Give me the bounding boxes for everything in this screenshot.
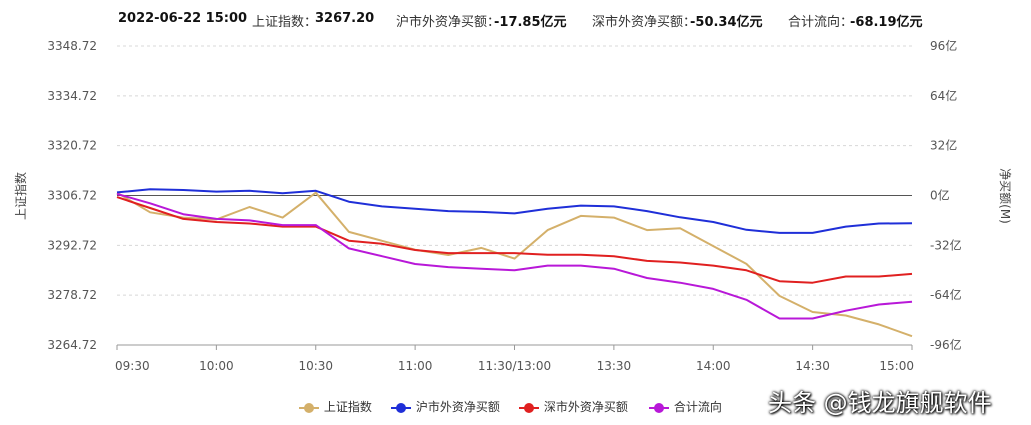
y-left-tick-label: 3278.72: [47, 288, 97, 302]
x-tick-label: 14:30: [795, 359, 830, 373]
sse-index-label: 上证指数：: [252, 15, 318, 30]
legend-label: 合计流向: [673, 400, 722, 414]
y-left-tick-label: 3334.72: [47, 89, 97, 103]
legend-label: 上证指数: [323, 400, 372, 414]
sh-net-buy-value: -17.85亿元: [494, 15, 567, 30]
series-line-4: [116, 192, 913, 320]
x-tick-label: 11:00: [398, 359, 433, 373]
y-left-tick-label: 3292.72: [47, 238, 97, 252]
legend-marker-icon: [391, 402, 411, 413]
legend-label: 深市外资净买额: [543, 400, 628, 414]
y-left-tick-label: 3348.72: [47, 39, 97, 53]
series-line-1: [116, 191, 913, 338]
legend-item-sh[interactable]: 沪市外资净买额: [390, 398, 500, 415]
sz-net-buy-value: -50.34亿元: [690, 15, 763, 30]
y-right-tick-label: -64亿: [930, 287, 962, 302]
x-tick-label: 14:00: [696, 359, 731, 373]
sz-net-buy-label: 深市外资净买额：: [592, 15, 697, 30]
line-chart: 3348.72 96亿 3334.72 64亿 3320.72 32亿 3306.72 0亿 3…: [13, 38, 1012, 373]
watermark-text: 头条 @钱龙旗舰软件: [768, 389, 992, 417]
legend-label: 沪市外资净买额: [415, 400, 500, 414]
series-line-3: [116, 196, 913, 284]
series-line-2: [116, 188, 913, 234]
x-tick-label: 10:30: [298, 359, 333, 373]
total-flow-value: -68.19亿元: [850, 15, 923, 30]
legend-marker-icon: [299, 402, 319, 413]
datetime-label: 2022-06-22 15:00: [118, 11, 248, 26]
y-left-tick-label: 3264.72: [47, 338, 97, 352]
y-left-tick-label: 3306.72: [47, 189, 97, 203]
axes: [116, 344, 913, 350]
y-right-tick-label: 64亿: [930, 88, 957, 103]
legend-item-total[interactable]: 合计流向: [648, 398, 722, 415]
sse-index-value: 3267.20: [315, 11, 375, 26]
legend-marker-icon: [649, 402, 669, 413]
y-right-tick-label: 96亿: [930, 38, 957, 53]
header-bar: 2022-06-22 15:00 上证指数： 3267.20 沪市外资净买额： …: [0, 0, 1031, 36]
legend-marker-icon: [519, 402, 539, 413]
series-lines: [116, 188, 913, 338]
y-right-tick-label: -96亿: [930, 337, 962, 352]
y-axis-left-label: 上证指数: [13, 172, 28, 220]
total-flow-label: 合计流向：: [788, 15, 854, 30]
y-right-tick-label: 0亿: [930, 188, 950, 203]
y-right-tick-label: 32亿: [930, 138, 957, 153]
legend-item-sse[interactable]: 上证指数: [298, 398, 372, 415]
x-tick-label: 15:00: [879, 359, 914, 373]
tick-labels: 3348.72 96亿 3334.72 64亿 3320.72 32亿 3306.72 0亿 3…: [47, 38, 961, 373]
y-axis-right-label: 净买额(M): [998, 168, 1012, 224]
chart-legend: 上证指数 沪市外资净买额 深市外资净买额 合计流向: [0, 395, 1031, 417]
grid-lines: [117, 45, 912, 346]
sh-net-buy-label: 沪市外资净买额：: [396, 15, 501, 30]
y-right-tick-label: -32亿: [930, 237, 962, 252]
x-tick-label: 09:30: [115, 359, 150, 373]
x-tick-label: 10:00: [199, 359, 234, 373]
legend-item-sz[interactable]: 深市外资净买额: [518, 398, 628, 415]
x-tick-label: 11:30/13:00: [478, 359, 551, 373]
y-left-tick-label: 3320.72: [47, 139, 97, 153]
x-tick-label: 13:30: [597, 359, 632, 373]
